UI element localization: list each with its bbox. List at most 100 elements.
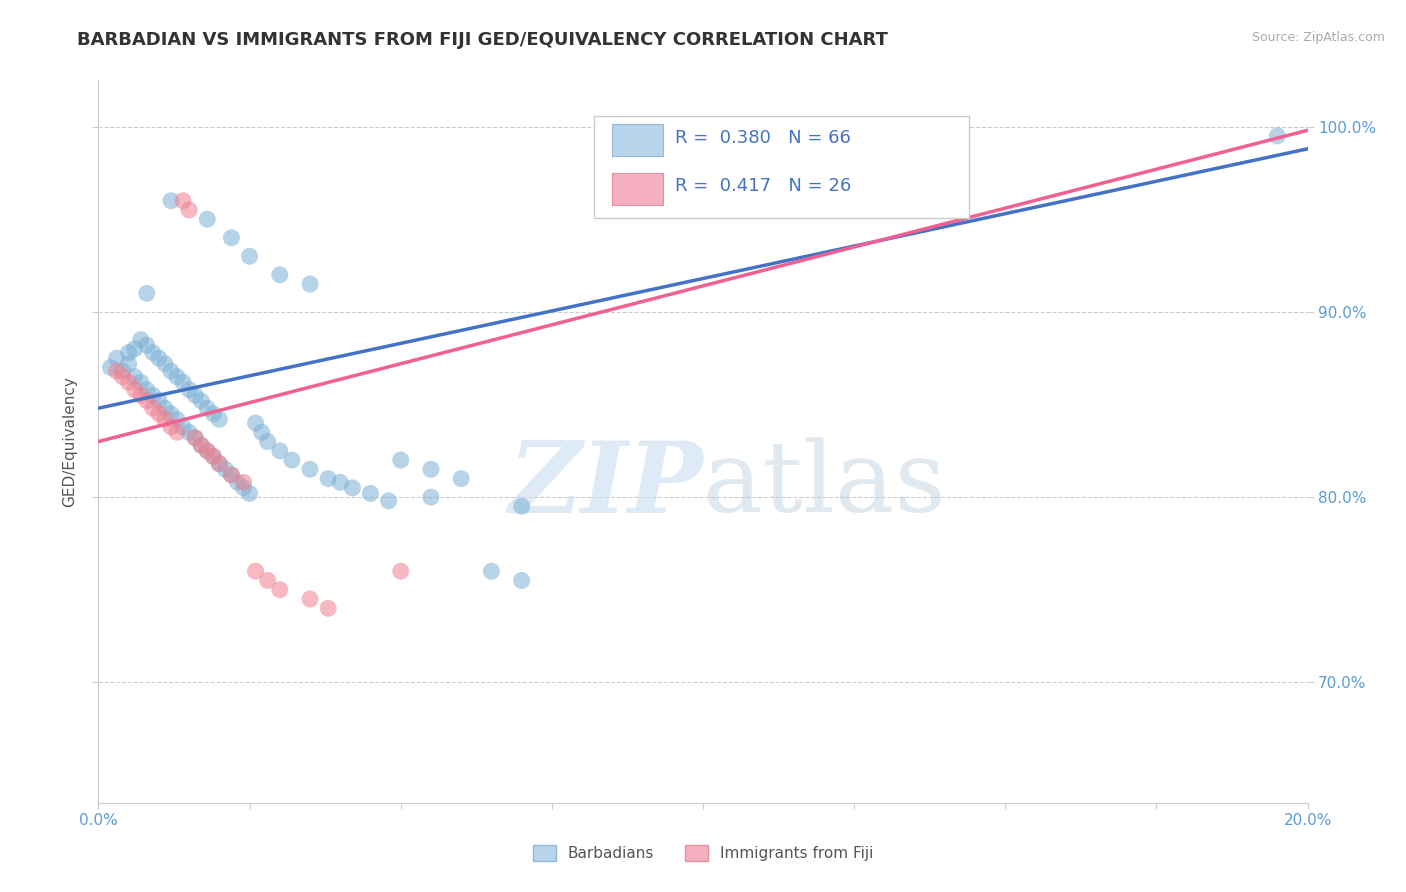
Point xyxy=(129,376,152,390)
Point xyxy=(105,364,128,378)
Point xyxy=(153,412,176,426)
Point xyxy=(316,601,339,615)
Point xyxy=(202,407,225,421)
Point xyxy=(135,338,157,352)
Point xyxy=(118,376,141,390)
Text: R =  0.417   N = 26: R = 0.417 N = 26 xyxy=(675,178,852,195)
Text: R =  0.380   N = 66: R = 0.380 N = 66 xyxy=(675,129,851,147)
Point xyxy=(510,500,533,514)
Point xyxy=(179,425,201,440)
Point xyxy=(214,462,236,476)
Point xyxy=(148,393,170,408)
Y-axis label: GED/Equivalency: GED/Equivalency xyxy=(62,376,77,507)
Point xyxy=(299,592,322,607)
Point xyxy=(208,412,231,426)
Point xyxy=(118,345,141,359)
Point xyxy=(100,360,122,375)
Point xyxy=(190,438,212,452)
Point xyxy=(377,493,399,508)
Point xyxy=(105,351,128,366)
Point xyxy=(124,342,146,356)
Point xyxy=(184,431,207,445)
Point xyxy=(111,369,134,384)
Legend: Barbadians, Immigrants from Fiji: Barbadians, Immigrants from Fiji xyxy=(527,839,879,867)
Point xyxy=(195,443,218,458)
Point xyxy=(124,383,146,397)
Point xyxy=(1267,128,1289,143)
Point xyxy=(142,388,165,402)
Point xyxy=(510,574,533,588)
FancyBboxPatch shape xyxy=(613,173,664,204)
Point xyxy=(129,388,152,402)
Point xyxy=(329,475,352,490)
Point xyxy=(190,393,212,408)
Point xyxy=(208,457,231,471)
Point xyxy=(232,475,254,490)
Point xyxy=(172,376,194,390)
Point xyxy=(481,564,503,578)
Point xyxy=(142,401,165,416)
Point xyxy=(420,490,443,504)
Point xyxy=(179,202,201,217)
Point xyxy=(148,407,170,421)
Text: Source: ZipAtlas.com: Source: ZipAtlas.com xyxy=(1251,31,1385,45)
Point xyxy=(389,453,412,467)
Point xyxy=(269,443,291,458)
Point xyxy=(316,472,339,486)
Point xyxy=(450,472,472,486)
Point xyxy=(239,486,262,500)
Text: atlas: atlas xyxy=(703,437,946,533)
Point xyxy=(269,268,291,282)
Point xyxy=(245,416,267,430)
Point xyxy=(160,194,183,208)
Point xyxy=(232,481,254,495)
FancyBboxPatch shape xyxy=(613,124,664,156)
Point xyxy=(195,443,218,458)
Point xyxy=(135,393,157,408)
Point xyxy=(420,462,443,476)
Point xyxy=(195,401,218,416)
Point xyxy=(172,419,194,434)
Point xyxy=(245,564,267,578)
Point xyxy=(256,434,278,449)
Point xyxy=(269,582,291,597)
Point xyxy=(135,286,157,301)
Point xyxy=(118,357,141,371)
Point xyxy=(221,467,243,482)
Point xyxy=(239,249,262,263)
Point xyxy=(166,425,188,440)
Point xyxy=(153,357,176,371)
Point xyxy=(190,438,212,452)
Point xyxy=(226,475,249,490)
Point xyxy=(166,369,188,384)
Point xyxy=(148,351,170,366)
Point xyxy=(250,425,273,440)
Point xyxy=(111,364,134,378)
Point xyxy=(160,364,183,378)
Point xyxy=(221,467,243,482)
Point xyxy=(160,407,183,421)
Point xyxy=(135,383,157,397)
Point xyxy=(179,383,201,397)
Point xyxy=(160,419,183,434)
Point xyxy=(208,457,231,471)
Point xyxy=(153,401,176,416)
Point xyxy=(281,453,304,467)
Text: BARBADIAN VS IMMIGRANTS FROM FIJI GED/EQUIVALENCY CORRELATION CHART: BARBADIAN VS IMMIGRANTS FROM FIJI GED/EQ… xyxy=(77,31,889,49)
Point xyxy=(202,450,225,464)
Point xyxy=(256,574,278,588)
Point xyxy=(184,388,207,402)
Point xyxy=(124,369,146,384)
Text: ZIP: ZIP xyxy=(508,437,703,533)
Point xyxy=(195,212,218,227)
Point xyxy=(299,462,322,476)
Point xyxy=(166,412,188,426)
Point xyxy=(299,277,322,291)
FancyBboxPatch shape xyxy=(595,117,969,218)
Point xyxy=(221,231,243,245)
Point xyxy=(184,431,207,445)
Point xyxy=(202,450,225,464)
Point xyxy=(172,194,194,208)
Point xyxy=(389,564,412,578)
Point xyxy=(342,481,364,495)
